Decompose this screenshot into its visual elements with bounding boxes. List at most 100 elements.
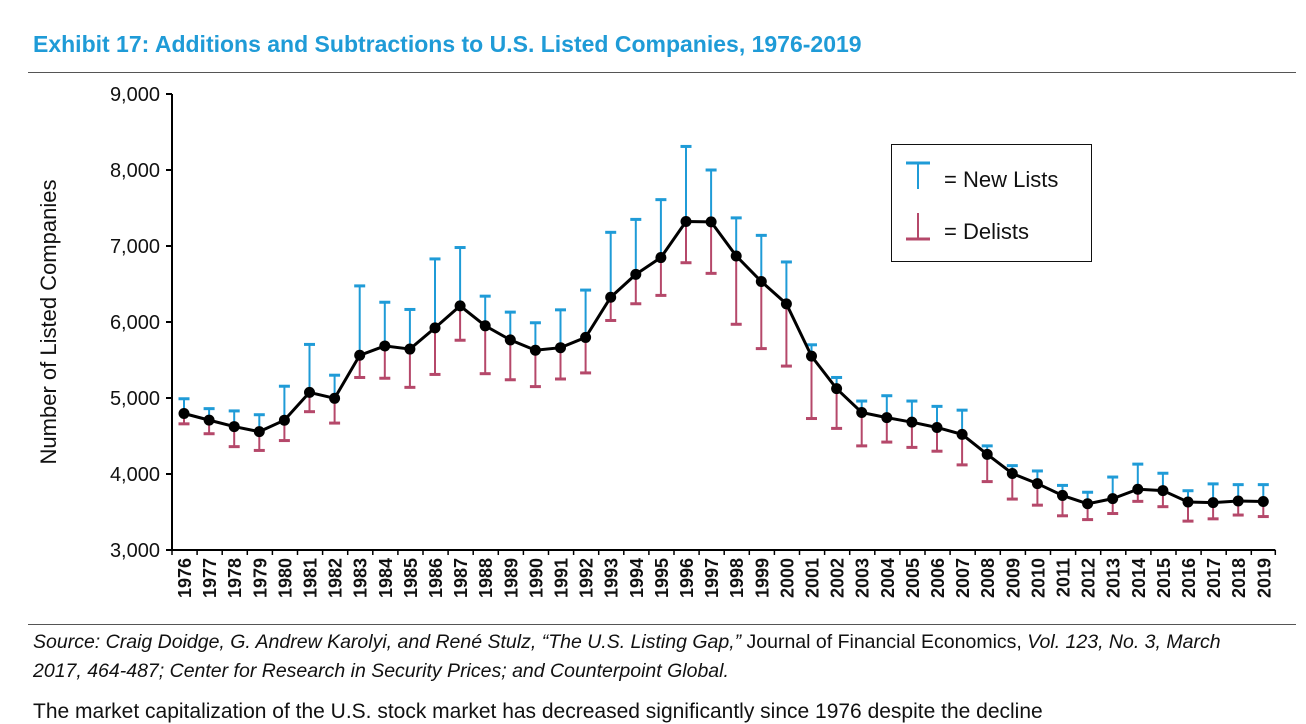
x-tick-label: 2018	[1229, 558, 1249, 598]
data-point	[655, 252, 667, 264]
x-tick-label: 1990	[526, 558, 546, 598]
data-point	[228, 421, 240, 433]
data-point	[881, 412, 893, 424]
chart: 3,000 4,000 5,000 6,000 7,000 8,000 9,000 Numbe…	[36, 84, 1277, 598]
x-tick-label: 1978	[225, 558, 245, 598]
y-tick-label: 4,000	[110, 464, 160, 486]
data-point	[680, 216, 692, 228]
source-prefix: Source: Craig Doidge, G. Andrew Karolyi,…	[33, 631, 742, 653]
x-tick-label: 2013	[1104, 558, 1124, 598]
data-point	[605, 291, 617, 303]
legend-item-new-lists: = New Lists	[892, 159, 1093, 199]
x-tick-label: 1998	[727, 558, 747, 598]
listed-companies-points	[178, 216, 1269, 510]
x-tick-label: 1995	[652, 558, 672, 598]
data-point	[981, 448, 993, 460]
bottom-rule	[28, 624, 1296, 625]
data-point	[354, 349, 366, 361]
data-point	[404, 343, 416, 355]
data-point	[831, 383, 843, 395]
data-point	[1107, 493, 1119, 505]
chart-legend: = New Lists = Delists	[891, 144, 1092, 262]
data-point	[253, 426, 265, 438]
data-point	[429, 322, 441, 334]
x-tick-label: 1993	[602, 558, 622, 598]
x-tick-label: 2003	[853, 558, 873, 598]
x-tick-label: 2016	[1179, 558, 1199, 598]
y-tick-label: 7,000	[110, 236, 160, 258]
x-tick-label: 2014	[1129, 558, 1149, 598]
y-tick-label: 6,000	[110, 312, 160, 334]
legend-item-delists: = Delists	[892, 211, 1093, 251]
x-tick-label: 2019	[1254, 558, 1274, 598]
x-tick-label: 2000	[777, 558, 797, 598]
data-point	[1232, 495, 1244, 507]
x-tick-label: 1988	[476, 558, 496, 598]
new-lists-whiskers	[178, 144, 1269, 504]
listed-companies-line	[183, 220, 1264, 506]
new-lists-symbol-icon	[906, 161, 930, 189]
x-tick-label: 1997	[702, 558, 722, 598]
x-tick-label: 1981	[301, 558, 321, 598]
data-point	[906, 416, 918, 428]
x-tick-label: 2011	[1054, 558, 1074, 597]
x-tick-label: 2010	[1028, 558, 1048, 598]
data-point	[203, 414, 215, 426]
data-point	[806, 350, 817, 362]
y-axis-label: Number of Listed Companies	[36, 180, 61, 465]
data-point	[278, 414, 290, 426]
data-point	[504, 334, 516, 346]
data-point	[1057, 489, 1068, 501]
x-tick-label: 1976	[175, 558, 195, 598]
data-point	[479, 320, 491, 332]
data-point	[956, 428, 968, 440]
data-point	[1031, 478, 1043, 490]
source-note: Source: Craig Doidge, G. Andrew Karolyi,…	[33, 628, 1273, 686]
x-tick-label: 2007	[953, 558, 973, 598]
x-tick-label: 1985	[401, 558, 421, 598]
body-text-cut: The market capitalization of the U.S. st…	[33, 700, 1043, 723]
data-point	[630, 268, 642, 280]
x-tick-label: 1994	[627, 558, 647, 598]
data-point	[580, 331, 592, 343]
data-point	[1132, 483, 1144, 495]
x-tick-label: 1987	[451, 558, 471, 598]
x-tick-label: 2005	[903, 558, 923, 598]
data-point	[1257, 496, 1269, 508]
data-point	[1082, 498, 1094, 510]
data-point	[856, 407, 868, 419]
x-tick-label: 2006	[928, 558, 948, 598]
data-point	[555, 342, 566, 354]
y-tick-label: 5,000	[110, 388, 160, 410]
source-journal: Journal of Financial Economics,	[741, 631, 1028, 653]
x-tick-label: 1979	[250, 558, 270, 598]
chart-labels: 3,000 4,000 5,000 6,000 7,000 8,000 9,000 Numbe…	[36, 84, 1274, 598]
data-point	[730, 250, 742, 262]
delists-whiskers	[178, 221, 1269, 523]
data-point	[705, 216, 717, 228]
data-point	[304, 386, 315, 398]
data-point	[454, 300, 466, 312]
data-point	[755, 275, 767, 287]
data-point	[780, 298, 792, 310]
x-tick-label: 1986	[426, 558, 446, 598]
x-tick-label: 1992	[577, 558, 597, 598]
data-point	[329, 392, 341, 404]
x-tick-label: 2001	[803, 558, 823, 598]
x-tick-label: 2009	[1003, 558, 1023, 598]
data-point	[1006, 467, 1018, 479]
x-tick-label: 1996	[677, 558, 697, 598]
legend-label-delists: = Delists	[944, 219, 1029, 244]
top-rule	[28, 72, 1296, 73]
data-point	[529, 344, 541, 356]
page-title: Exhibit 17: Additions and Subtractions t…	[33, 31, 862, 57]
series-line-path	[183, 220, 1264, 506]
legend-label-new-lists: = New Lists	[944, 167, 1059, 192]
x-tick-label: 1983	[351, 558, 371, 598]
x-tick-label: 1989	[501, 558, 521, 598]
y-tick-label: 8,000	[110, 160, 160, 182]
x-tick-label: 2012	[1079, 558, 1099, 598]
x-tick-label: 1977	[200, 558, 220, 598]
y-tick-label: 9,000	[110, 84, 160, 106]
delists-symbol-icon	[906, 213, 930, 241]
